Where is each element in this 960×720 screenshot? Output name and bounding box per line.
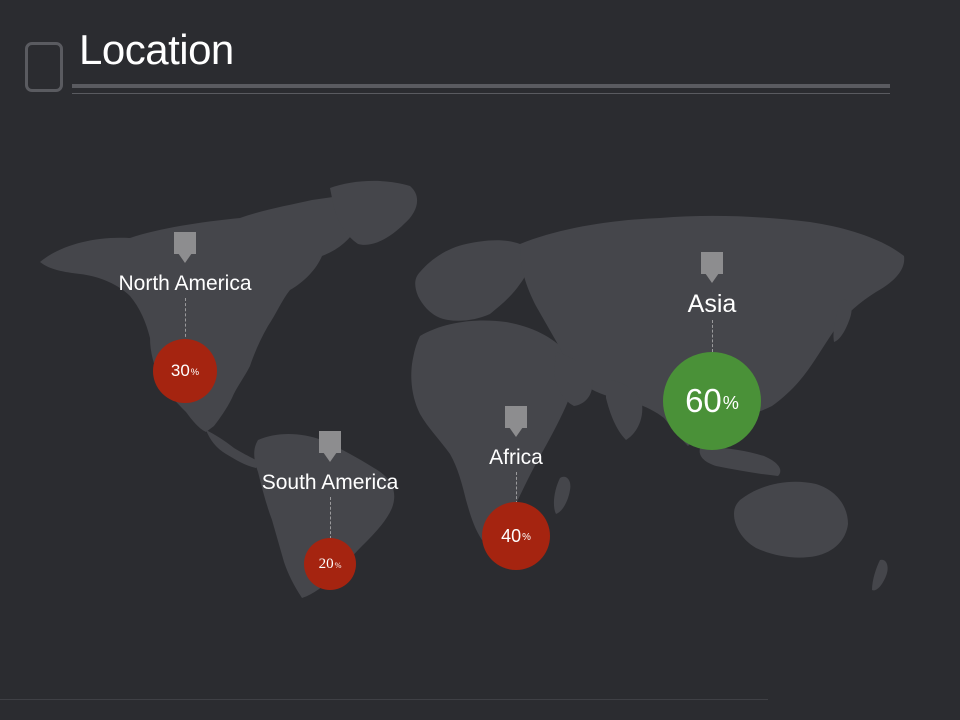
value-africa: 40 [501,525,522,546]
landmass-new-zealand [872,559,888,591]
title-rule-thin [72,93,890,94]
value-bubble-north-america: 30% [153,339,217,403]
landmass-africa [411,320,573,540]
region-label-north-america: North America [118,272,252,295]
location-pin-asia [701,252,723,283]
landmass-europe [415,240,529,321]
leader-line-north-america [185,298,186,342]
landmass-japan [833,299,852,342]
landmass-india [606,380,643,440]
region-label-asia: Asia [687,290,737,318]
page-title: Location [79,26,234,73]
leader-line-south-america [330,497,331,539]
landmass-north-america [40,196,360,432]
landmass-central-america [206,430,260,468]
leader-line-asia [712,320,713,352]
unit-africa: % [522,531,531,543]
footer-divider [0,699,768,700]
region-label-south-america: South America [261,471,399,494]
title-rule-thick [72,84,890,88]
landmass-greenland [330,180,418,245]
landmass-south-america [254,434,395,598]
value-bubble-asia: 60% [663,352,761,450]
unit-south-america: % [334,560,342,570]
logo-icon [25,42,63,92]
location-pin-africa [505,406,527,437]
value-asia: 60 [685,382,722,419]
location-pin-south-america [319,431,341,462]
landmass-madagascar [553,476,571,514]
value-north-america: 30 [170,361,190,380]
landmass-arabia [554,352,593,406]
leader-line-africa [516,472,517,504]
landmass-indonesia [699,447,781,476]
unit-asia: % [722,392,739,413]
value-bubble-africa: 40% [482,502,550,570]
landmass-australia [734,481,848,558]
region-label-africa: Africa [489,446,543,469]
location-pin-north-america [174,232,196,263]
value-bubble-south-america: 20% [304,538,356,590]
value-south-america: 20 [318,555,334,572]
unit-north-america: % [190,367,200,378]
